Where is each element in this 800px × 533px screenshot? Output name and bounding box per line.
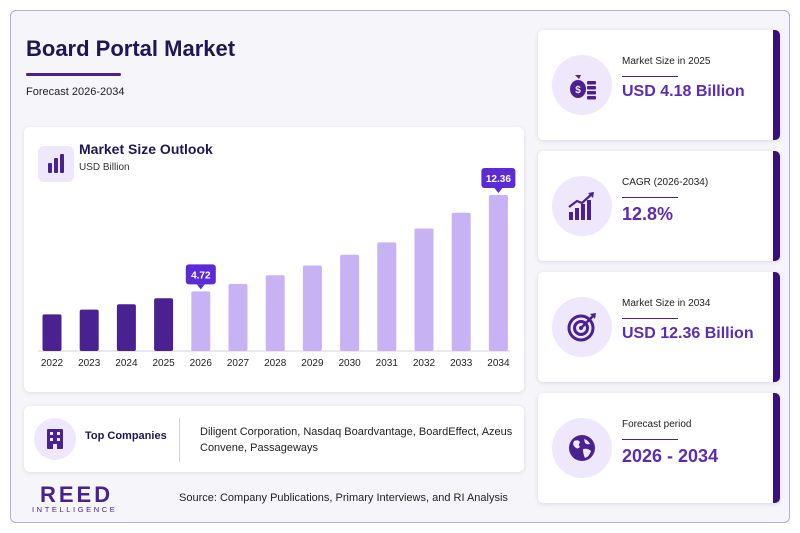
page-title: Board Portal Market xyxy=(26,36,236,61)
bar-2033 xyxy=(451,212,471,351)
kpi-label: CAGR (2026-2034) xyxy=(622,177,709,188)
top-companies-list: Diligent Corporation, Nasdaq Boardvantag… xyxy=(200,426,513,454)
kpi-value: USD 4.18 Billion xyxy=(622,83,745,100)
x-tick-label: 2033 xyxy=(450,358,473,369)
bar-2030 xyxy=(340,254,360,351)
top-companies-card: Top Companies Diligent Corporation, Nasd… xyxy=(24,406,524,472)
bar-2023 xyxy=(79,309,99,351)
callout-2034: 12.36 xyxy=(481,168,516,193)
data-label: 12.36 xyxy=(486,174,511,185)
kpi-card-market-2025: $ Market Size in 2025 USD 4.18 Billion xyxy=(538,30,780,140)
page-subtitle: Forecast 2026-2034 xyxy=(26,86,125,98)
bar-2025 xyxy=(154,298,174,351)
top-companies-label: Top Companies xyxy=(85,430,167,442)
bar-chart: 2022 2023 2024 2025 2026 4.72 2027 2028 2029 2030… xyxy=(38,168,516,369)
globe-icon xyxy=(552,418,612,478)
kpi-value: 2026 - 2034 xyxy=(622,446,719,466)
building-icon xyxy=(34,418,76,460)
x-tick-label: 2029 xyxy=(301,358,324,369)
callout-2026: 4.72 xyxy=(185,264,216,290)
logo-wordmark: REED xyxy=(40,482,114,507)
x-tick-label: 2031 xyxy=(376,358,399,369)
kpi-rule xyxy=(622,318,678,319)
bar-2028 xyxy=(265,275,285,351)
title-underline xyxy=(26,73,121,76)
bar-chart-icon xyxy=(38,146,74,182)
x-tick-label: 2032 xyxy=(413,358,436,369)
x-tick-label: 2028 xyxy=(264,358,287,369)
bar-2034 xyxy=(488,195,508,351)
chart-unit: USD Billion xyxy=(79,162,130,173)
bar-2022 xyxy=(42,314,62,351)
kpi-label: Market Size in 2034 xyxy=(622,298,711,309)
kpi-rule xyxy=(622,76,678,77)
x-tick-label: 2034 xyxy=(487,358,510,369)
x-tick-label: 2022 xyxy=(41,358,64,369)
kpi-label: Market Size in 2025 xyxy=(622,56,711,67)
bar-2024 xyxy=(116,304,136,351)
target-icon xyxy=(552,297,612,357)
bar-2026 xyxy=(191,291,211,351)
chart-card: Market Size Outlook USD Billion 2022 2023… xyxy=(24,127,524,392)
kpi-card-cagr: CAGR (2026-2034) 12.8% xyxy=(538,151,780,261)
x-tick-label: 2024 xyxy=(115,358,138,369)
bar-2031 xyxy=(377,242,397,351)
svg-text:$: $ xyxy=(575,85,581,96)
kpi-rule xyxy=(622,197,678,198)
bar-2027 xyxy=(228,283,248,351)
kpi-rule xyxy=(622,439,678,440)
kpi-label: Forecast period xyxy=(622,419,692,430)
bar-2032 xyxy=(414,228,434,351)
kpi-value: USD 12.36 Billion xyxy=(622,325,754,342)
divider xyxy=(179,418,180,462)
bar-2029 xyxy=(302,265,322,351)
x-tick-label: 2027 xyxy=(227,358,250,369)
money-bag-icon: $ xyxy=(552,55,612,115)
source-note: Source: Company Publications, Primary In… xyxy=(179,492,508,504)
x-tick-label: 2025 xyxy=(152,358,175,369)
logo-tagline: INTELLIGENCE xyxy=(32,505,118,514)
kpi-value: 12.8% xyxy=(622,204,674,224)
kpi-card-forecast-period: Forecast period 2026 - 2034 xyxy=(538,393,780,503)
chart-title: Market Size Outlook xyxy=(79,141,213,157)
data-label: 4.72 xyxy=(191,270,211,281)
x-tick-label: 2030 xyxy=(338,358,361,369)
growth-chart-icon xyxy=(552,176,612,236)
x-tick-label: 2026 xyxy=(190,358,213,369)
kpi-card-market-2034: Market Size in 2034 USD 12.36 Billion xyxy=(538,272,780,382)
x-tick-label: 2023 xyxy=(78,358,101,369)
